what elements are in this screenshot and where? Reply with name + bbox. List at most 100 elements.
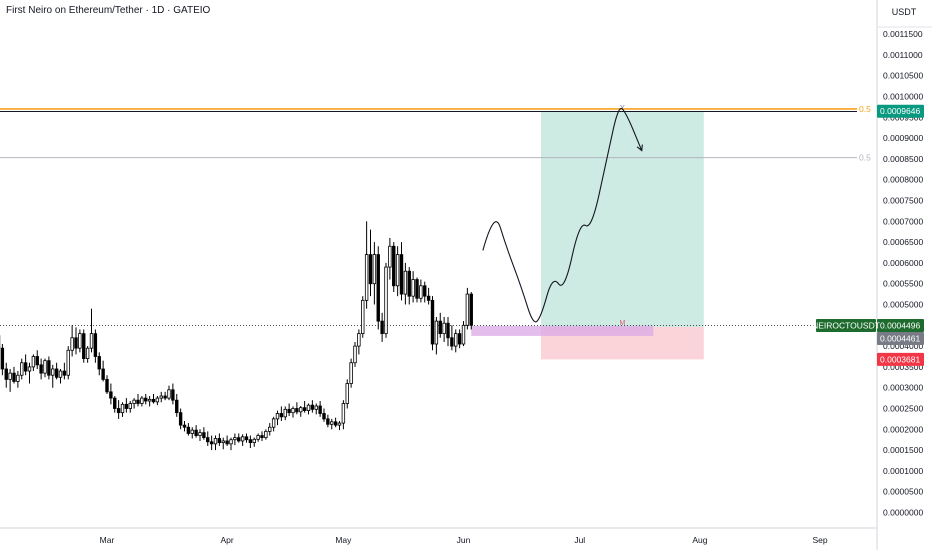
candle	[407, 267, 411, 305]
y-tick-label: 0.0005500	[883, 279, 923, 289]
candle-body	[159, 395, 163, 399]
candle	[314, 403, 318, 415]
candle	[105, 375, 109, 394]
y-tick-label: 0.0002500	[883, 404, 923, 414]
candle-body	[446, 322, 450, 339]
candle-body	[229, 439, 233, 445]
candle-body	[225, 440, 229, 445]
candle	[198, 429, 202, 441]
candle-body	[376, 254, 380, 322]
candle-body	[70, 337, 74, 351]
candle-body	[353, 345, 357, 364]
candle	[140, 396, 144, 407]
candle-body	[388, 245, 392, 268]
candle-body	[256, 435, 260, 440]
x-tick-label: Aug	[692, 535, 707, 545]
candle	[419, 279, 423, 303]
candle-body	[357, 333, 361, 347]
y-tick-label: 0.0001000	[883, 466, 923, 476]
last-price-badge: 0.0004496	[880, 320, 920, 330]
candle-body	[465, 293, 470, 326]
candle	[330, 418, 334, 430]
candle	[209, 435, 214, 451]
candle-body	[163, 395, 167, 399]
y-tick-label: 0.0011000	[883, 50, 923, 60]
candle	[302, 401, 307, 413]
candle	[240, 434, 245, 446]
candle-body	[209, 441, 214, 445]
candle	[132, 398, 136, 409]
chart-title: First Neiro on Ethereum/Tether · 1D · GA…	[6, 5, 211, 16]
candle-body	[299, 407, 303, 413]
candle-body	[182, 424, 187, 428]
long-position-tool[interactable]: MY	[471, 105, 704, 360]
candle-body	[310, 404, 315, 410]
candle	[155, 396, 160, 406]
candle-body	[82, 333, 86, 359]
candle	[147, 396, 152, 407]
candle	[4, 362, 8, 388]
y-tick-label: 0.0001500	[883, 445, 923, 455]
y-tick-label: 0.0004000	[883, 341, 923, 351]
y-tick-label: 0.0003000	[883, 383, 923, 393]
candle-body	[105, 378, 109, 393]
candle-body	[349, 362, 353, 384]
candle-body	[384, 266, 388, 335]
candle	[233, 433, 237, 446]
last-price-badge-bg	[877, 318, 924, 332]
time-axis[interactable]: Mar Apr May Jun Jul Aug Sep	[100, 535, 828, 545]
candle-body	[430, 299, 435, 345]
candle	[43, 358, 47, 378]
candle	[388, 237, 392, 280]
candle	[268, 423, 272, 436]
candle-body	[167, 389, 171, 399]
candle	[438, 312, 442, 338]
axis-unit-label: USDT	[892, 7, 917, 17]
candle	[279, 406, 284, 421]
target-price-badge: 0.0009646	[880, 106, 920, 116]
candle-body	[58, 370, 63, 378]
candle	[357, 329, 361, 355]
candle-body	[260, 435, 264, 439]
candle	[380, 312, 384, 342]
candle-body	[213, 438, 218, 445]
symbol-tag-bg	[816, 318, 876, 332]
y-tick-label: 0.0008000	[883, 175, 923, 185]
candle-body	[306, 404, 311, 411]
candle-body	[237, 437, 241, 442]
candle	[271, 416, 276, 432]
candle	[291, 406, 295, 418]
candle	[353, 341, 357, 367]
candle	[12, 366, 16, 384]
candle-body	[279, 413, 284, 418]
candle	[454, 329, 458, 353]
price-axis[interactable]: USDT 0.0011500 0.0011000 0.0010500 0.0010000…	[877, 7, 932, 518]
candle	[151, 393, 156, 404]
candle-body	[62, 370, 67, 376]
candle	[248, 435, 253, 449]
candle-body	[47, 360, 51, 376]
candle-body	[194, 429, 198, 436]
projection-drawing[interactable]	[482, 107, 643, 323]
candle	[395, 246, 400, 297]
candle	[306, 403, 311, 415]
candle	[225, 435, 229, 446]
candle	[260, 431, 264, 441]
candle	[430, 296, 435, 351]
y-tick-label: 0.0007500	[883, 196, 923, 206]
profit-zone[interactable]	[541, 111, 704, 327]
candle-body	[190, 429, 194, 434]
candle	[178, 408, 183, 430]
candle-body	[140, 397, 144, 404]
projection-path[interactable]	[482, 107, 643, 323]
candle	[54, 362, 59, 380]
candle-body	[171, 389, 175, 401]
candle-body	[275, 413, 280, 420]
candle-body	[85, 347, 90, 359]
candle	[442, 316, 446, 342]
candle-body	[151, 398, 156, 403]
candle	[167, 385, 171, 401]
candle	[89, 308, 94, 353]
candle-body	[0, 347, 5, 370]
